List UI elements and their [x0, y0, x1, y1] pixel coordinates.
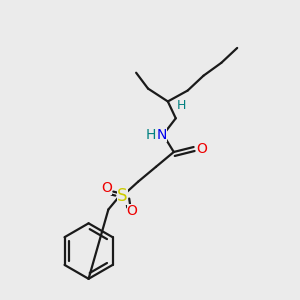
Text: O: O	[127, 204, 138, 218]
Text: H: H	[146, 128, 156, 142]
Text: S: S	[117, 187, 128, 205]
Text: N: N	[157, 128, 167, 142]
Text: O: O	[196, 142, 207, 156]
Text: H: H	[177, 99, 186, 112]
Text: O: O	[101, 181, 112, 195]
